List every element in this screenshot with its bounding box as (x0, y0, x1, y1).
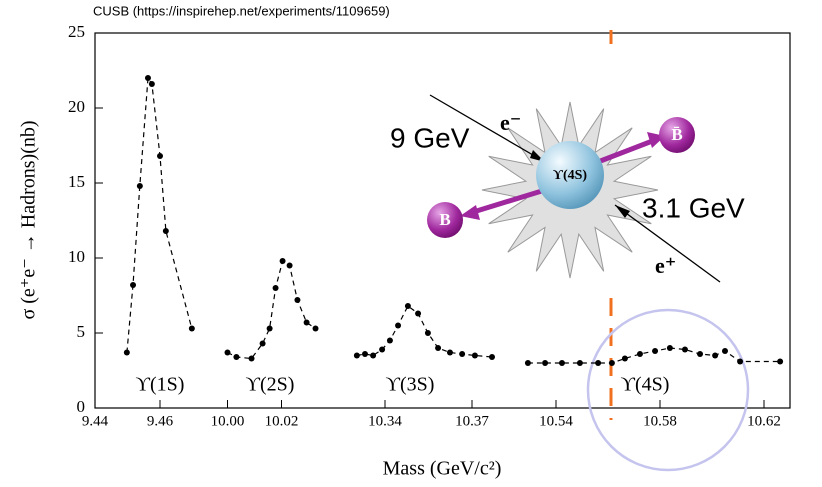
data-point (681, 346, 688, 353)
data-point (424, 330, 431, 336)
peak-label: ϒ(1S) (136, 374, 185, 396)
positron-label: e⁺ (655, 253, 676, 278)
arrowhead (460, 205, 480, 220)
data-point (697, 351, 704, 357)
y-tick-label: 20 (68, 97, 85, 116)
data-point (459, 351, 466, 357)
highlight-circle (586, 308, 750, 472)
peak-label: ϒ(3S) (386, 374, 435, 396)
data-point (777, 358, 784, 365)
data-line (527, 347, 781, 364)
y-tick-label: 5 (77, 322, 86, 341)
data-point (353, 352, 360, 359)
data-point (266, 325, 273, 332)
inset-diagram: ϒ(4S) B̄ B e⁻ 9 GeV 3.1 GeV e⁺ (390, 94, 745, 283)
data-point (312, 325, 319, 332)
electron-label: e⁻ (500, 110, 521, 135)
x-tick-label: 9.46 (147, 413, 174, 429)
data-point (279, 258, 286, 264)
data-point (489, 354, 496, 360)
plot-frame (94, 32, 791, 409)
x-tick-label: 10.02 (265, 413, 299, 429)
data-point (272, 285, 279, 291)
data-point (136, 183, 143, 189)
data-point (737, 358, 744, 365)
data-point (435, 345, 442, 351)
x-tick-label: 10.37 (455, 413, 489, 429)
electron-beam (429, 94, 546, 163)
y-tick-label: 10 (68, 247, 85, 266)
data-point (652, 348, 659, 354)
data-point (712, 352, 719, 359)
x-tick-label: 10.62 (747, 413, 781, 429)
data-point (415, 310, 422, 317)
arrowhead (615, 205, 630, 218)
x-tick-label: 9.44 (82, 413, 109, 429)
data-point (259, 340, 266, 347)
data-line (126, 76, 193, 353)
data-point (558, 360, 565, 366)
data-point (395, 322, 402, 329)
data-point (524, 360, 531, 366)
x-tick-label: 10.34 (368, 413, 402, 429)
data-point (248, 355, 255, 362)
data-point (666, 345, 673, 351)
data-line (227, 260, 316, 360)
y-tick-label: 15 (68, 172, 85, 191)
x-tick-label: 10.00 (211, 413, 245, 429)
data-point (370, 352, 377, 359)
positron-beam (614, 204, 721, 283)
data-point (162, 228, 169, 234)
data-point (233, 354, 240, 360)
electron-energy: 9 GeV (390, 122, 470, 153)
data-point (148, 81, 155, 87)
y-tick-label: 25 (68, 22, 85, 41)
y-tick-label: 0 (77, 397, 86, 416)
data-point (542, 360, 549, 366)
resonance-label: ϒ(4S) (553, 168, 588, 183)
data-point (224, 349, 231, 356)
data-point (621, 355, 628, 362)
data-point (303, 319, 310, 326)
data-point (379, 346, 386, 353)
data-point (636, 351, 643, 357)
data-point (286, 262, 293, 269)
data-point (130, 282, 137, 288)
data-point (361, 351, 368, 357)
x-tick-label: 10.58 (643, 413, 677, 429)
positron-energy: 3.1 GeV (642, 192, 745, 223)
x-axis-label: Mass (GeV/c²) (383, 458, 502, 480)
data-point (404, 303, 411, 309)
data-point (471, 352, 478, 359)
data-point (294, 297, 301, 303)
x-tick-label: 10.54 (539, 413, 573, 429)
data-point (446, 349, 453, 356)
data-point (608, 360, 615, 366)
b-bar-label: B̄ (671, 125, 682, 144)
source: CUSB (https://inspirehep.net/experiments… (93, 3, 390, 18)
peak-label: ϒ(4S) (621, 374, 670, 396)
b-bar-meson (659, 117, 695, 153)
data-point (157, 153, 163, 159)
b-meson (427, 202, 463, 238)
peak-label: ϒ(2S) (246, 374, 295, 396)
resonance-sphere (536, 141, 604, 209)
data-point (386, 337, 393, 344)
y-axis-label: σ (e⁺e⁻ → Hadrons)(nb) (18, 120, 40, 319)
data-point (188, 325, 195, 332)
data-point (722, 348, 728, 354)
b-track (469, 187, 546, 216)
b-label: B (439, 210, 450, 229)
data-line (356, 305, 493, 358)
data-point (576, 360, 583, 366)
data-point (144, 75, 151, 81)
data-point (123, 349, 130, 356)
data-point (595, 360, 602, 366)
